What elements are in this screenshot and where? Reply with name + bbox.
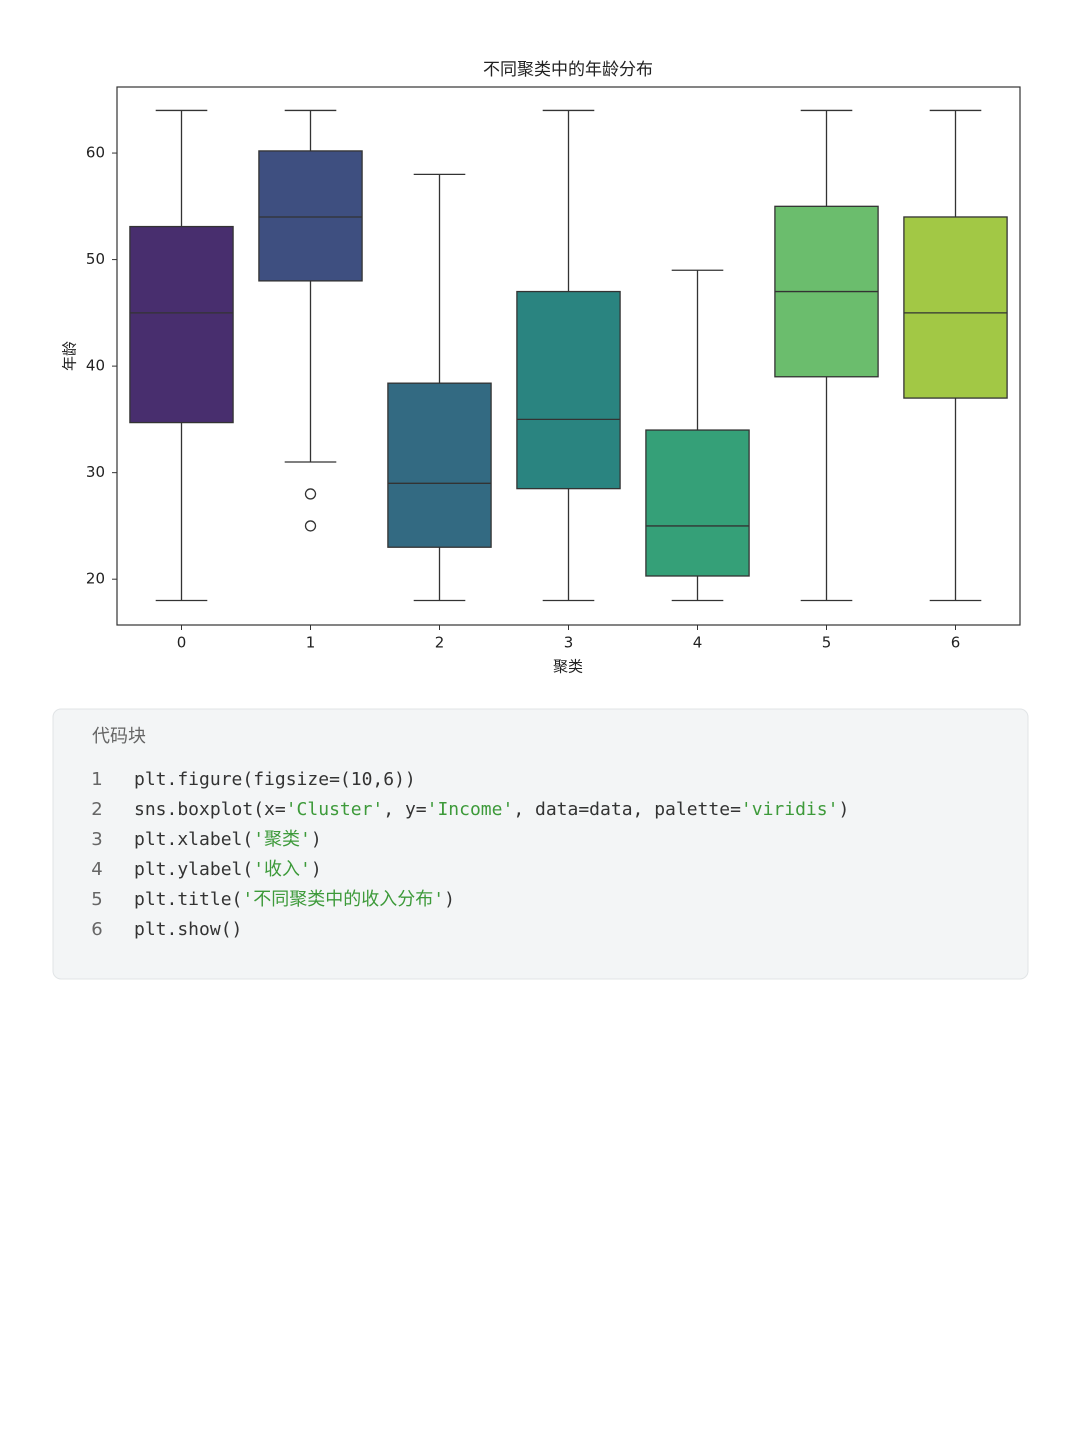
box bbox=[258, 150, 363, 282]
line-number: 4 bbox=[91, 859, 102, 880]
line-number: 2 bbox=[91, 799, 102, 820]
code-block bbox=[52, 708, 1029, 980]
y-tick-label: 20 bbox=[86, 570, 105, 588]
plot-frame bbox=[116, 86, 1021, 626]
chart-title: 不同聚类中的年龄分布 bbox=[483, 60, 653, 80]
code-line: sns.boxplot(x='Cluster', y='Income', dat… bbox=[134, 799, 849, 820]
box bbox=[387, 382, 492, 548]
code-text: , data=data, palette= bbox=[513, 799, 741, 820]
box bbox=[129, 225, 234, 424]
line-number: 6 bbox=[91, 919, 102, 940]
outlier bbox=[304, 520, 317, 532]
box bbox=[903, 216, 1008, 399]
code-line: plt.show() bbox=[134, 919, 242, 940]
code-string: '不同聚类中的收入分布' bbox=[242, 889, 444, 910]
code-string: 'Cluster' bbox=[286, 799, 384, 820]
line-number: 1 bbox=[91, 769, 102, 790]
code-text: plt.ylabel( bbox=[134, 859, 253, 880]
code-text: plt.figure(figsize=(10,6)) bbox=[134, 769, 416, 790]
x-tick-label: 2 bbox=[435, 634, 445, 652]
x-tick-label: 0 bbox=[177, 634, 187, 652]
outlier bbox=[304, 488, 317, 500]
line-number: 5 bbox=[91, 889, 102, 910]
code-text: ) bbox=[444, 889, 455, 910]
code-string: 'viridis' bbox=[741, 799, 839, 820]
box bbox=[645, 429, 750, 577]
code-text: , y= bbox=[383, 799, 427, 820]
y-axis-label: 年龄 bbox=[61, 341, 79, 371]
code-text: ) bbox=[311, 829, 322, 850]
code-text: sns.boxplot(x= bbox=[134, 799, 286, 820]
code-text: plt.show() bbox=[134, 919, 242, 940]
x-axis-label: 聚类 bbox=[553, 658, 583, 676]
code-text: plt.xlabel( bbox=[134, 829, 253, 850]
y-tick-label: 30 bbox=[86, 463, 105, 481]
code-text: plt.title( bbox=[134, 889, 242, 910]
x-tick-label: 5 bbox=[822, 634, 832, 652]
code-line: plt.xlabel('聚类') bbox=[134, 829, 322, 850]
code-lines: 1 plt.figure(figsize=(10,6)) 2 sns.boxplot(… bbox=[91, 769, 849, 940]
x-tick-label: 6 bbox=[951, 634, 961, 652]
code-string: 'Income' bbox=[427, 799, 514, 820]
code-string: '收入' bbox=[253, 859, 311, 880]
code-string: '聚类' bbox=[253, 829, 311, 850]
x-tick-label: 1 bbox=[306, 634, 316, 652]
plot: 20 30 40 50 60 0 1 2 3 4 5 6 bbox=[86, 109, 1008, 652]
line-number: 3 bbox=[91, 829, 102, 850]
code-line: plt.figure(figsize=(10,6)) bbox=[134, 769, 416, 790]
x-tick-label: 3 bbox=[564, 634, 574, 652]
box bbox=[516, 290, 621, 490]
code-block-title: 代码块 bbox=[92, 726, 146, 747]
x-tick-label: 4 bbox=[693, 634, 703, 652]
y-tick-label: 50 bbox=[86, 250, 105, 268]
y-tick-label: 40 bbox=[86, 357, 105, 375]
code-text: ) bbox=[838, 799, 849, 820]
code-text: ) bbox=[311, 859, 322, 880]
y-tick-label: 60 bbox=[86, 144, 105, 162]
code-line: plt.ylabel('收入') bbox=[134, 859, 322, 880]
code-line: plt.title('不同聚类中的收入分布') bbox=[134, 889, 455, 910]
